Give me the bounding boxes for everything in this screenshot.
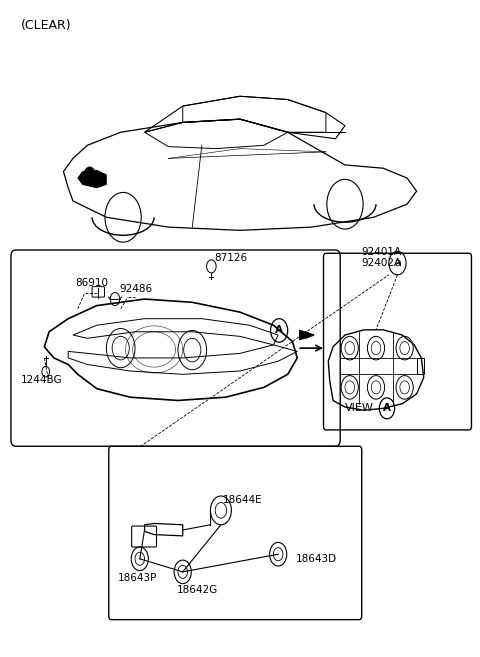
Text: 18643P: 18643P: [118, 574, 158, 583]
Text: 18644E: 18644E: [223, 495, 263, 505]
Polygon shape: [78, 170, 107, 188]
Text: VIEW: VIEW: [345, 403, 374, 413]
Text: 92401A: 92401A: [362, 247, 402, 257]
Text: A: A: [383, 403, 391, 413]
Text: 92486: 92486: [120, 284, 153, 294]
Text: 1244BG: 1244BG: [21, 374, 62, 384]
Text: 87126: 87126: [214, 253, 247, 263]
Polygon shape: [300, 330, 314, 340]
FancyBboxPatch shape: [109, 446, 362, 620]
Text: (CLEAR): (CLEAR): [21, 19, 71, 32]
Circle shape: [84, 167, 96, 183]
Text: 18642G: 18642G: [177, 585, 218, 595]
Text: 86910: 86910: [75, 278, 108, 288]
Text: A: A: [275, 325, 283, 336]
Text: a: a: [394, 258, 401, 268]
Text: 18643D: 18643D: [296, 554, 337, 564]
Text: a: a: [126, 461, 133, 471]
Text: 92402A: 92402A: [362, 258, 402, 268]
